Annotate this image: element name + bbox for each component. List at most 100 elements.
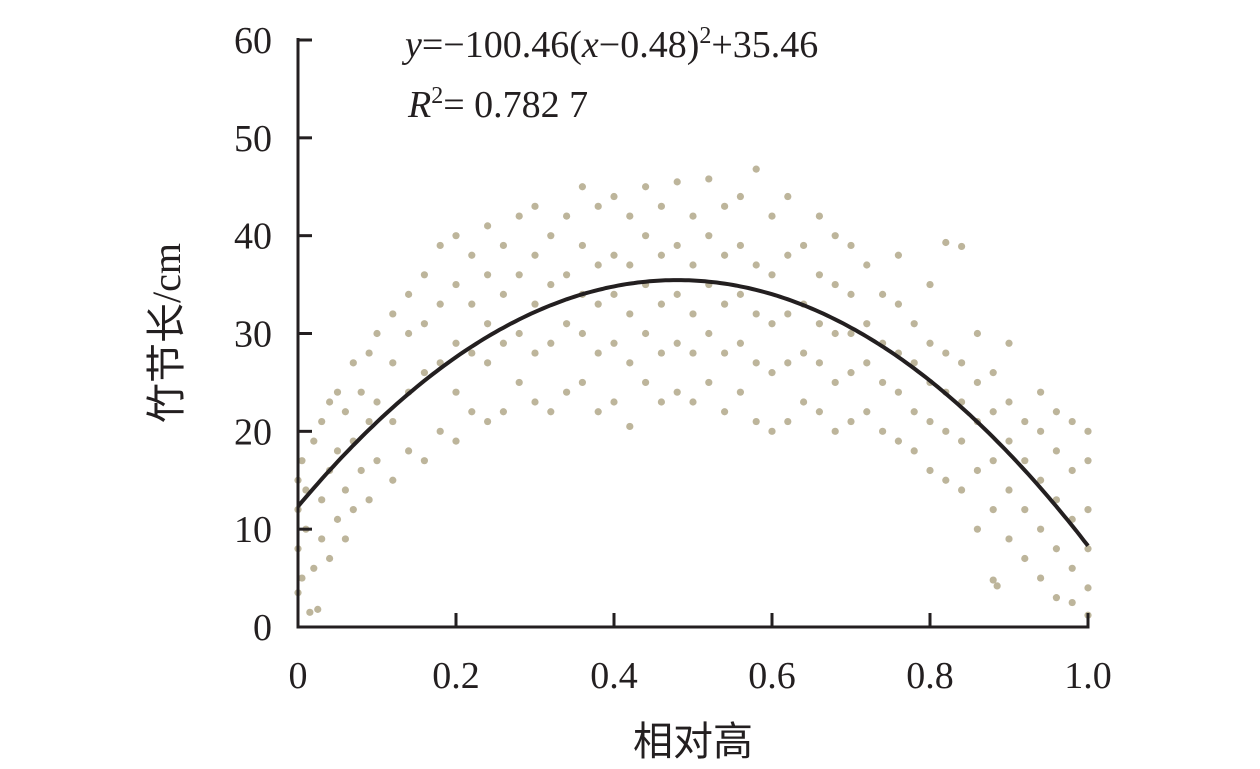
scatter-point [1068, 417, 1076, 426]
scatter-point [1084, 427, 1092, 435]
scatter-point [721, 202, 729, 210]
scatter-point [578, 183, 587, 191]
scatter-point [863, 359, 871, 367]
scatter-point [973, 329, 982, 338]
scatter-point [341, 486, 349, 494]
scatter-point [926, 466, 934, 475]
scatter-point [405, 329, 413, 338]
scatter-point [784, 310, 792, 318]
scatter-point [547, 280, 555, 289]
scatter-point [1084, 545, 1092, 553]
scatter-point [452, 339, 460, 347]
scatter-point [768, 427, 776, 435]
scatter-point [752, 165, 760, 173]
scatter-point [736, 388, 745, 396]
scatter-point [831, 378, 839, 387]
scatter-point [910, 359, 918, 367]
scatter-point [768, 320, 776, 328]
scatter-point [926, 339, 934, 347]
scatter-point [752, 310, 760, 318]
scatter-point [1068, 598, 1076, 607]
scatter-point [673, 290, 681, 298]
scatter-point [452, 388, 460, 396]
scatter-point [531, 398, 539, 406]
scatter-point [736, 339, 745, 347]
scatter-point [594, 349, 602, 357]
scatter-point [499, 241, 507, 250]
scatter-point [318, 417, 326, 426]
scatter-point [689, 212, 697, 220]
scatter-point [547, 339, 555, 347]
scatter-point [958, 437, 966, 445]
y-tick-label: 60 [234, 20, 272, 62]
scatter-point [594, 300, 602, 308]
scatter-point [815, 212, 824, 220]
scatter-point [973, 378, 982, 387]
scatter-point [784, 417, 792, 426]
scatter-point [563, 212, 571, 220]
scatter-point [926, 417, 934, 426]
y-tick-label: 20 [234, 411, 272, 453]
scatter-point [365, 496, 373, 504]
scatter-point [389, 476, 397, 484]
scatter-point [436, 427, 444, 435]
scatter-point [547, 408, 555, 416]
scatter-point [484, 222, 492, 230]
scatter-point [547, 232, 555, 240]
scatter-point [310, 437, 318, 445]
scatter-point [389, 417, 397, 426]
scatter-point [942, 476, 950, 484]
scatter-point [910, 408, 918, 416]
scatter-point [452, 280, 460, 289]
scatter-point [318, 535, 326, 543]
scatter-point [1005, 437, 1013, 445]
scatter-point [484, 359, 492, 367]
scatter-point [420, 369, 428, 377]
scatter-point [993, 582, 1001, 590]
scatter-point [784, 192, 792, 201]
scatter-point [1005, 535, 1013, 543]
scatter-point [736, 290, 745, 298]
x-tick-labels: 0 0.2 0.4 0.6 0.8 1.0 [289, 655, 1112, 697]
scatter-point [365, 417, 373, 426]
scatter-point [306, 608, 314, 616]
scatter-point [657, 349, 666, 357]
scatter-point [326, 554, 334, 563]
scatter-point [531, 202, 539, 210]
scatter-point [1021, 506, 1029, 514]
scatter-point [784, 251, 792, 259]
scatter-point [894, 300, 903, 308]
x-tick-label: 0.2 [432, 655, 480, 697]
scatter-point [563, 271, 571, 279]
scatter-point [642, 378, 650, 387]
scatter-point [657, 202, 666, 210]
x-tick-label: 0 [289, 655, 308, 697]
y-tick-label: 40 [234, 216, 272, 258]
scatter-point [1052, 594, 1060, 602]
scatter-point [373, 329, 381, 338]
scatter-point [815, 271, 824, 279]
scatter-point [768, 271, 776, 279]
scatter-point [578, 378, 587, 387]
scatter-point [958, 359, 966, 367]
scatter-point [831, 329, 839, 338]
scatter-point [784, 359, 792, 367]
scatter-point [768, 369, 776, 377]
scatter-point [721, 251, 729, 259]
scatter-point [894, 251, 903, 259]
fit-curve [296, 278, 1090, 548]
scatter-point [610, 251, 618, 259]
scatter-point [847, 329, 855, 338]
scatter-point [310, 564, 318, 572]
scatter-point [578, 241, 587, 250]
scatter-point [736, 241, 745, 250]
scatter-point [689, 398, 697, 406]
scatter-point [1021, 417, 1029, 426]
scatter-point [847, 241, 855, 250]
scatter-point [847, 290, 855, 298]
scatter-point [800, 241, 808, 250]
scatter-point [958, 242, 966, 251]
scatter-point [499, 339, 507, 347]
scatter-point [436, 359, 444, 367]
scatter-point [563, 388, 571, 396]
